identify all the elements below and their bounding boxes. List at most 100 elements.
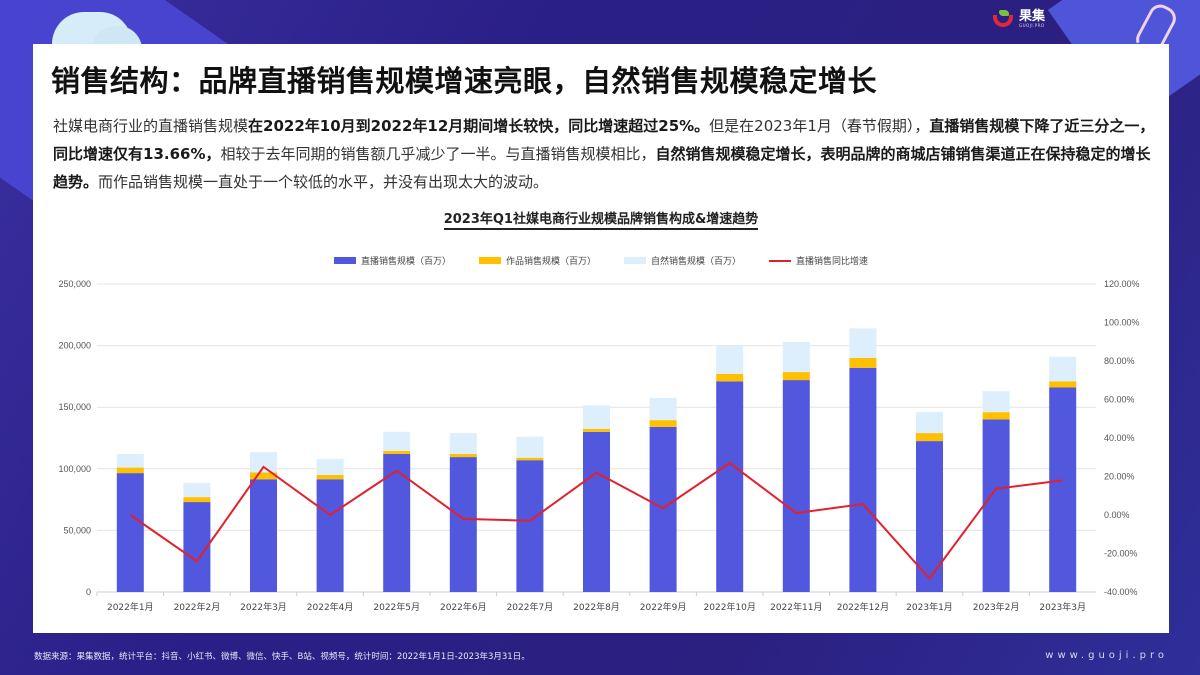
- y-tick-label: 150,000: [58, 402, 91, 412]
- content-card: 销售结构：品牌直播销售规模增速亮眼，自然销售规模稳定增长 社媒电商行业的直播销售…: [33, 44, 1169, 633]
- bar-segment: [383, 454, 411, 592]
- paragraph-run: 自然销售规模稳定增长，表明品牌的商城店铺销售渠道正在保持稳定的增长趋势。: [53, 145, 1151, 191]
- x-tick-label: 2022年2月: [174, 601, 221, 613]
- x-tick-label: 2022年6月: [440, 601, 487, 613]
- y2-tick-label: 0.00%: [1104, 510, 1130, 520]
- y-tick-label: 50,000: [63, 525, 91, 535]
- y-tick-label: 200,000: [58, 341, 91, 351]
- bar-segment: [916, 433, 943, 442]
- bar-segment: [1049, 387, 1077, 592]
- legend-item-works: 作品销售规模（百万）: [478, 254, 596, 267]
- legend-item-live: 直播销售规模（百万）: [333, 254, 451, 267]
- y2-tick-label: 120.00%: [1104, 279, 1140, 289]
- bar-segment: [116, 467, 144, 474]
- legend-swatch-live: [333, 257, 356, 264]
- bar-segment: [316, 458, 344, 475]
- bar-segment: [383, 450, 411, 455]
- x-tick-label: 2022年10月: [704, 601, 756, 613]
- bar-segment: [1049, 381, 1077, 388]
- data-source-note: 数据来源：果集数据，统计平台：抖音、小红书、微博、微信、快手、B站、视频号，统计…: [34, 652, 530, 662]
- x-tick-label: 2022年12月: [837, 601, 889, 613]
- bar-segment: [716, 345, 744, 374]
- bar-segment: [716, 381, 744, 592]
- x-tick-label: 2022年7月: [507, 601, 554, 613]
- website-url: www.guoji.pro: [1045, 650, 1168, 661]
- y2-tick-label: 40.00%: [1104, 433, 1135, 443]
- legend-item-natural: 自然销售规模（百万）: [624, 254, 741, 267]
- legend-swatch-works: [478, 257, 501, 264]
- x-tick-label: 2022年9月: [640, 601, 687, 613]
- x-tick-label: 2023年1月: [906, 601, 953, 613]
- bar-segment: [516, 457, 544, 461]
- bar-segment: [716, 373, 744, 382]
- yoy-growth-line: [129, 461, 1063, 581]
- bar-segment: [1049, 356, 1077, 382]
- bar-segment: [583, 431, 610, 592]
- bar-segment: [250, 472, 277, 480]
- bar-segment: [516, 460, 544, 592]
- bar-segment: [183, 497, 211, 503]
- bar-segment: [649, 397, 677, 421]
- bar-segment: [383, 431, 411, 451]
- bar-segment: [250, 479, 277, 592]
- bar-segment: [982, 419, 1010, 592]
- bar-segment: [583, 428, 610, 432]
- brand-sub: GUOJI.PRO: [1019, 23, 1045, 28]
- y-tick-label: 0: [86, 587, 91, 597]
- bar-segment: [649, 426, 677, 592]
- guoji-logo-icon: [993, 10, 1015, 28]
- paragraph-run: 在2022年10月到2022年12月期间增长较快，同比增速超过25%。: [248, 117, 710, 135]
- bar-segment: [782, 380, 810, 592]
- y2-tick-label: 60.00%: [1104, 395, 1135, 405]
- bar-segment: [782, 341, 810, 373]
- bar-segment: [849, 328, 877, 358]
- y2-tick-label: -20.00%: [1104, 549, 1138, 559]
- y-tick-label: 100,000: [58, 464, 91, 474]
- bar-segment: [449, 454, 477, 458]
- paragraph-run: 但是在2023年1月（春节假期），: [709, 117, 930, 135]
- bar-segment: [250, 452, 277, 473]
- bar-segment: [849, 357, 877, 368]
- paragraph-run: 而作品销售规模一直处于一个较低的水平，并没有出现太大的波动。: [98, 173, 549, 191]
- bar-segment: [449, 457, 477, 592]
- bar-segment: [183, 482, 211, 498]
- x-tick-label: 2022年11月: [770, 601, 822, 613]
- bar-segment: [849, 367, 877, 592]
- y-tick-label: 250,000: [58, 279, 91, 289]
- y2-tick-label: 20.00%: [1104, 472, 1135, 482]
- bar-segment: [982, 391, 1010, 413]
- page-title: 销售结构：品牌直播销售规模增速亮眼，自然销售规模稳定增长: [51, 64, 878, 98]
- bar-segment: [583, 405, 610, 429]
- x-tick-label: 2022年4月: [307, 601, 354, 613]
- paragraph-run: 相较于去年同期的销售额几乎减少了一半。与直播销售规模相比，: [220, 145, 656, 163]
- brand-name: 果集: [1019, 9, 1046, 24]
- legend-swatch-natural: [624, 257, 646, 264]
- x-tick-label: 2022年5月: [373, 601, 420, 613]
- bar-segment: [116, 454, 144, 468]
- y2-tick-label: 100.00%: [1104, 318, 1140, 328]
- bar-segment: [316, 474, 344, 480]
- bar-segment: [449, 433, 477, 455]
- bar-segment: [316, 479, 344, 592]
- bar-segment: [516, 436, 544, 458]
- x-tick-label: 2022年3月: [240, 601, 287, 613]
- bar-segment: [782, 372, 810, 381]
- x-tick-label: 2023年3月: [1039, 601, 1086, 613]
- y2-tick-label: -40.00%: [1104, 587, 1138, 597]
- chart-title: 2023年Q1社媒电商行业规模品牌销售构成&增速趋势: [33, 208, 1169, 230]
- bar-segment: [649, 420, 677, 427]
- stacked-bar-line-chart: 0 50,000 100,000 150,000 200,000 250,000 -40.0…: [58, 279, 1140, 613]
- legend-swatch-yoy: [769, 259, 792, 262]
- paragraph-run: 直播销售规模下降了近三分之一，同比增速仅有13.66%，: [53, 117, 1155, 163]
- bar-segment: [116, 473, 144, 592]
- bar-segment: [916, 412, 943, 434]
- chart-legend: 直播销售规模（百万） 作品销售规模（百万） 自然销售规模（百万） 直播销售同比增…: [33, 254, 1169, 267]
- brand-logo: 果集 GUOJI.PRO: [993, 10, 1045, 28]
- bar-segment: [982, 412, 1010, 420]
- y2-tick-label: 80.00%: [1104, 356, 1135, 366]
- x-tick-label: 2023年2月: [973, 601, 1020, 613]
- paragraph-run: 社媒电商行业的直播销售规模: [53, 117, 249, 135]
- legend-item-yoy: 直播销售同比增速: [769, 254, 868, 267]
- x-tick-label: 2022年1月: [107, 601, 154, 613]
- summary-paragraph: 社媒电商行业的直播销售规模在2022年10月到2022年12月期间增长较快，同比…: [53, 112, 1161, 196]
